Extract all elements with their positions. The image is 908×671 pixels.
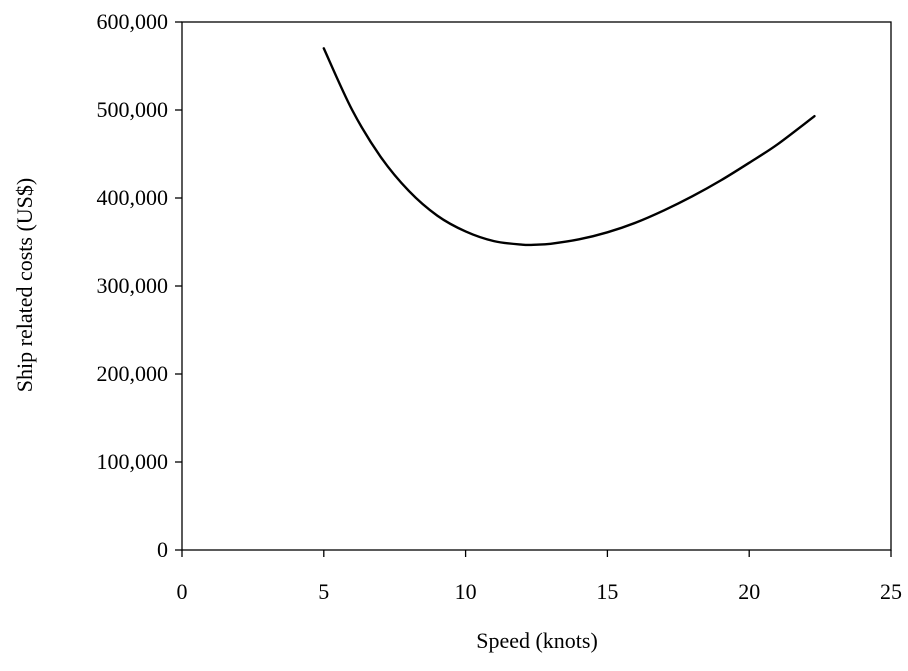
series-line-0 [322,47,816,247]
series-layer [322,47,816,247]
x-tick-label: 15 [596,579,618,604]
y-tick-label: 600,000 [97,9,169,34]
x-tick-label: 5 [318,579,329,604]
y-axis-title: Ship related costs (US$) [12,178,37,392]
x-tick-label: 25 [880,579,902,604]
y-tick-label: 500,000 [97,97,169,122]
y-tick-label: 0 [157,537,168,562]
y-tick-label: 400,000 [97,185,169,210]
axes [181,21,892,551]
x-tick-label: 10 [455,579,477,604]
y-tick-label: 200,000 [97,361,169,386]
x-axis-title: Speed (knots) [476,628,598,653]
x-tick-label: 0 [177,579,188,604]
plot-frame [181,21,892,551]
y-tick-label: 100,000 [97,449,169,474]
x-tick-label: 20 [738,579,760,604]
y-tick-label: 300,000 [97,273,169,298]
ticks: 0 5 10 15 20 25 0 100,000 200,000 300,000 400,000 5… [97,9,903,604]
